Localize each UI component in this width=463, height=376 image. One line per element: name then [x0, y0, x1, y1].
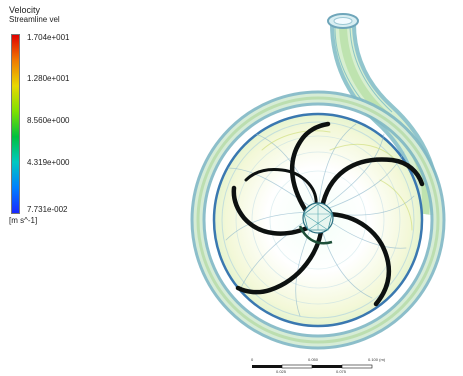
legend-color-bar	[11, 34, 20, 214]
blade-2	[323, 211, 392, 307]
blade-1	[319, 157, 425, 211]
impeller-hub	[298, 202, 334, 245]
outlet-opening	[327, 13, 359, 29]
legend-tick-max: 1.704e+001	[27, 33, 70, 42]
scale-label-025: 0.025	[276, 369, 287, 374]
legend-subtitle: Streamline vel	[9, 15, 60, 24]
scale-bar: 0 0.050 0.100 (m) 0.025 0.075	[251, 357, 386, 374]
legend-tick-min: 7.731e-002	[27, 205, 68, 214]
blade-4	[231, 185, 315, 236]
legend-units: [m s^-1]	[9, 216, 38, 225]
volute-casing	[190, 90, 446, 350]
blade-3	[235, 221, 325, 295]
scale-label-100: 0.100 (m)	[368, 357, 386, 362]
scale-label-0: 0	[251, 357, 254, 362]
legend-tick-4: 4.319e+000	[27, 158, 70, 167]
impeller-blades	[231, 121, 425, 307]
legend-tick-2: 1.280e+001	[27, 74, 70, 83]
blade-6	[244, 168, 318, 208]
scale-label-050: 0.050	[308, 357, 319, 362]
scale-label-075: 0.075	[336, 369, 347, 374]
blade-5	[289, 121, 331, 217]
legend-title: Velocity	[9, 5, 41, 15]
legend-tick-3: 8.560e+000	[27, 116, 70, 125]
